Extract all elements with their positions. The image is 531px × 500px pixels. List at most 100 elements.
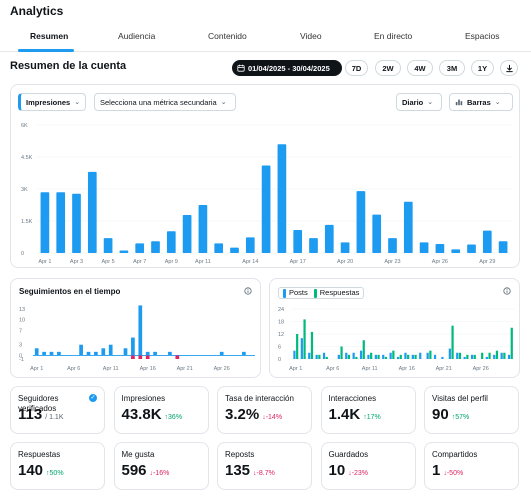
- x-tick-label: Apr 5: [102, 259, 115, 265]
- chevron-down-icon: ⌄: [427, 99, 434, 106]
- range-3m-button[interactable]: 3M: [439, 60, 465, 76]
- stat-card[interactable]: Tasa de interacción 3.2% ↓-14%: [217, 386, 312, 434]
- stat-value-row: 596 ↓-16%: [122, 462, 170, 479]
- follow-bar: [42, 351, 46, 356]
- posts-bar: [500, 352, 503, 359]
- tab-bar: Resumen Audiencia Contenido Video En dir…: [0, 24, 531, 52]
- x-tick-label: Apr 23: [384, 259, 400, 265]
- bar: [451, 249, 461, 253]
- stat-change: ↓-50%: [443, 470, 464, 477]
- stat-card[interactable]: Interacciones 1.4K ↑17%: [320, 386, 416, 434]
- stat-card[interactable]: Respuestas 140 ↑50%: [10, 442, 105, 490]
- tab-video[interactable]: Video: [300, 31, 322, 41]
- replies-bar: [488, 352, 491, 359]
- bar: [482, 230, 492, 253]
- legend-posts[interactable]: Posts: [283, 288, 308, 298]
- tab-resumen[interactable]: Resumen: [30, 31, 69, 41]
- stat-label: Tasa de interacción: [225, 394, 294, 403]
- posts-bar: [433, 354, 437, 359]
- stat-label: Compartidos: [432, 450, 478, 459]
- stat-change: ↓-14%: [262, 414, 283, 421]
- stat-value-row: 10 ↓-23%: [329, 462, 369, 479]
- follow-bar: [168, 351, 172, 356]
- replies-bar: [310, 331, 314, 359]
- tab-espacios[interactable]: Espacios: [465, 31, 500, 41]
- stat-card[interactable]: Me gusta 596 ↓-16%: [113, 442, 209, 490]
- tab-en-directo[interactable]: En directo: [374, 31, 413, 41]
- stat-value-row: 1.4K ↑17%: [329, 406, 381, 423]
- unfollow-bar: [138, 355, 143, 359]
- follow-bar: [145, 351, 150, 356]
- bar: [182, 215, 192, 253]
- range-2w-button[interactable]: 2W: [375, 60, 401, 76]
- stat-value: 10: [328, 462, 346, 479]
- stat-change: ↑50%: [46, 470, 64, 477]
- y-tick-label: 6K: [21, 123, 28, 129]
- chart-legend: Posts Respuestas: [278, 287, 365, 299]
- replies-bar: [481, 352, 484, 359]
- bar: [498, 241, 508, 253]
- primary-metric-select[interactable]: Impresiones ⌄: [18, 93, 86, 111]
- stat-card[interactable]: Impresiones 43.8K ↑36%: [113, 386, 209, 434]
- unfollow-bar: [175, 355, 180, 359]
- secondary-metric-select[interactable]: Selecciona una métrica secundaria ⌄: [94, 93, 236, 111]
- replies-bar: [303, 319, 306, 359]
- y-tick-label: 6: [278, 345, 281, 351]
- granularity-select[interactable]: Diario ⌄: [396, 93, 442, 111]
- stat-label: Seguidores verificados: [18, 394, 59, 413]
- bar: [87, 171, 97, 253]
- y-tick-label: 0: [19, 353, 22, 359]
- replies-bar: [318, 354, 321, 359]
- bar: [435, 244, 445, 253]
- y-tick-label: 0: [278, 357, 281, 363]
- posts-bar: [470, 354, 474, 359]
- x-tick-label: Apr 26: [473, 366, 489, 372]
- info-icon[interactable]: [244, 287, 252, 295]
- stat-change: ↓-16%: [149, 470, 170, 477]
- stat-label: Respuestas: [18, 450, 61, 459]
- stat-value: 140: [18, 462, 44, 479]
- bar: [135, 243, 145, 253]
- follow-bar: [131, 337, 135, 356]
- range-7d-button[interactable]: 7D: [345, 60, 368, 76]
- bar: [467, 244, 476, 253]
- posts-bar: [411, 354, 414, 359]
- x-tick-label: Apr 16: [140, 366, 156, 372]
- x-tick-label: Apr 26: [214, 366, 230, 372]
- stat-card[interactable]: Reposts 135 ↓-8.7%: [217, 442, 312, 490]
- follow-bar: [138, 305, 143, 356]
- chart-style-select[interactable]: Barras ⌄: [449, 93, 513, 111]
- posts-bar: [456, 352, 459, 359]
- range-4w-button[interactable]: 4W: [407, 60, 433, 76]
- stat-card[interactable]: Visitas del perfil 90 ↑57%: [424, 386, 519, 434]
- tab-audiencia[interactable]: Audiencia: [118, 31, 156, 41]
- replies-bar: [495, 350, 499, 359]
- stat-card[interactable]: Seguidores verificados ✓ 113/ 1.1K: [10, 386, 105, 434]
- replies-bar: [451, 325, 454, 359]
- stat-value-row: 140 ↑50%: [18, 462, 64, 479]
- stat-label: Interacciones: [328, 394, 377, 403]
- x-tick-label: Apr 29: [479, 259, 495, 265]
- info-icon[interactable]: [503, 287, 511, 295]
- bar: [277, 144, 287, 253]
- stat-label: Guardados: [328, 450, 369, 459]
- legend-respuestas[interactable]: Respuestas: [313, 288, 359, 298]
- y-tick-label: 12: [278, 332, 284, 338]
- replies-bar: [503, 352, 506, 359]
- stat-card[interactable]: Compartidos 1 ↓-50%: [424, 442, 519, 490]
- replies-bar: [466, 354, 469, 359]
- replies-bar: [392, 350, 395, 359]
- stat-card[interactable]: Guardados 10 ↓-23%: [320, 442, 416, 490]
- date-range-button[interactable]: 01/04/2025 - 30/04/2025: [232, 60, 342, 76]
- download-button[interactable]: [500, 60, 518, 76]
- range-1y-button[interactable]: 1Y: [471, 60, 494, 76]
- stat-change: ↓-8.7%: [253, 470, 275, 477]
- posts-bar: [507, 354, 511, 359]
- bar: [230, 247, 239, 253]
- follow-bar: [34, 348, 39, 356]
- x-tick-label: Apr 26: [432, 259, 448, 265]
- follows-bar-chart: -10 3 7 10 13 Apr 1 Apr 6 Apr 11 Apr 16 Apr 21 Apr…: [19, 305, 255, 372]
- posts-bar: [404, 352, 407, 359]
- tab-contenido[interactable]: Contenido: [208, 31, 247, 41]
- stat-change: ↑36%: [164, 414, 183, 421]
